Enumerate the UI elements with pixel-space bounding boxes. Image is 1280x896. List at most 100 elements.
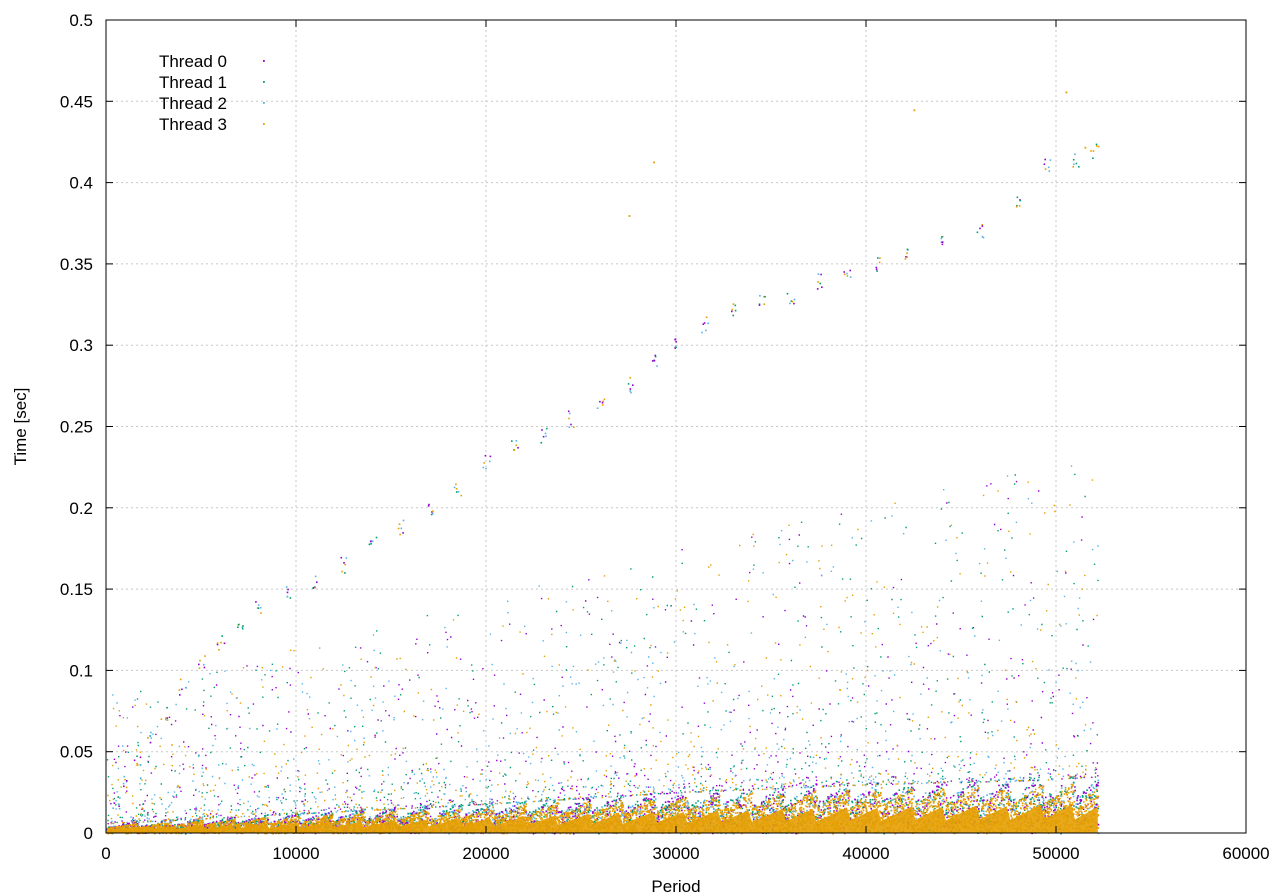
trend-point	[653, 359, 656, 362]
trend-point	[402, 532, 404, 534]
trend-point	[485, 467, 487, 470]
trend-point	[112, 807, 114, 809]
grid	[106, 20, 1246, 833]
trend-point	[790, 300, 793, 302]
trend-point	[1073, 163, 1075, 166]
outlier-point	[653, 161, 655, 164]
trend-point	[603, 398, 606, 401]
trend-point	[457, 491, 460, 493]
trend-point	[568, 426, 571, 428]
y-tick-label: 0.05	[60, 743, 93, 762]
trend-point	[488, 460, 491, 463]
x-tick-label: 30000	[652, 844, 699, 863]
trend-point	[432, 512, 434, 515]
trend-point	[118, 807, 121, 810]
trend-point	[821, 286, 823, 288]
trend-point	[1090, 150, 1092, 152]
trend-point	[126, 780, 128, 782]
trend-point	[160, 718, 163, 720]
trend-point	[221, 635, 223, 637]
trend-point	[629, 390, 631, 392]
trend-point	[703, 322, 706, 324]
trend-point	[786, 292, 789, 295]
trend-point	[979, 227, 981, 230]
trend-point	[540, 442, 543, 444]
trend-point	[817, 281, 819, 283]
x-axis-title: Period	[651, 877, 700, 896]
trend-point	[1016, 204, 1018, 207]
trend-point	[427, 505, 430, 507]
trend-point	[287, 588, 289, 591]
trend-point	[1047, 166, 1050, 169]
trend-point	[371, 540, 374, 543]
trend-point	[941, 241, 944, 243]
trend-point	[629, 376, 631, 379]
trend-point	[149, 735, 151, 737]
trend-point	[816, 288, 819, 290]
trend-point	[237, 626, 239, 629]
trend-point	[198, 667, 201, 669]
data-points	[106, 91, 1100, 835]
trend-point	[759, 295, 761, 297]
legend-label: Thread 1	[159, 73, 227, 92]
trend-point	[241, 627, 244, 630]
x-tick-label: 10000	[272, 844, 319, 863]
trend-point	[1072, 166, 1074, 168]
trend-point	[846, 272, 848, 275]
legend-marker	[263, 123, 265, 125]
trend-point	[166, 719, 169, 721]
trend-point	[758, 303, 761, 305]
trend-point	[849, 276, 852, 278]
trend-point	[398, 523, 401, 525]
legend-marker	[263, 102, 265, 104]
trend-point	[198, 663, 200, 666]
trend-point	[314, 586, 317, 589]
trend-point	[705, 329, 707, 332]
trend-point	[1092, 157, 1094, 159]
trend-point	[1019, 199, 1022, 202]
trend-point	[482, 466, 485, 469]
series-sparse-points	[106, 473, 1099, 824]
trend-point	[629, 388, 632, 390]
trend-point	[981, 235, 984, 238]
trend-point	[489, 455, 492, 458]
trend-point	[1015, 205, 1018, 208]
trend-point	[545, 435, 547, 438]
trend-point	[542, 435, 545, 438]
trend-point	[242, 625, 244, 627]
trend-point	[513, 449, 516, 451]
trend-point	[455, 488, 458, 490]
trend-point	[546, 427, 548, 430]
trend-point	[368, 543, 371, 546]
series-sparse-points	[111, 465, 1099, 825]
trend-point	[402, 519, 405, 522]
trend-point	[602, 400, 604, 403]
legend-marker	[263, 60, 265, 62]
trend-point	[652, 360, 654, 362]
trend-point	[340, 556, 343, 559]
outlier-point	[628, 215, 631, 217]
trend-point	[982, 236, 985, 239]
trend-point	[199, 659, 201, 662]
trend-point	[204, 655, 206, 657]
legend-label: Thread 2	[159, 94, 227, 113]
trend-point	[1044, 168, 1047, 170]
legend-marker	[263, 81, 265, 83]
trend-point	[483, 462, 485, 464]
y-tick-label: 0.1	[69, 661, 93, 680]
trend-point	[133, 759, 136, 762]
trend-point	[705, 316, 708, 319]
trend-point	[763, 296, 765, 298]
trend-point	[731, 308, 734, 311]
trend-point	[758, 304, 761, 306]
trend-point	[906, 252, 908, 254]
trend-point	[515, 444, 518, 447]
trend-point	[793, 298, 796, 301]
trend-point	[976, 231, 979, 234]
trend-point	[1018, 205, 1021, 207]
trend-point	[940, 241, 943, 243]
trend-point	[849, 269, 851, 272]
trend-point	[701, 331, 703, 334]
trend-point	[541, 429, 543, 431]
